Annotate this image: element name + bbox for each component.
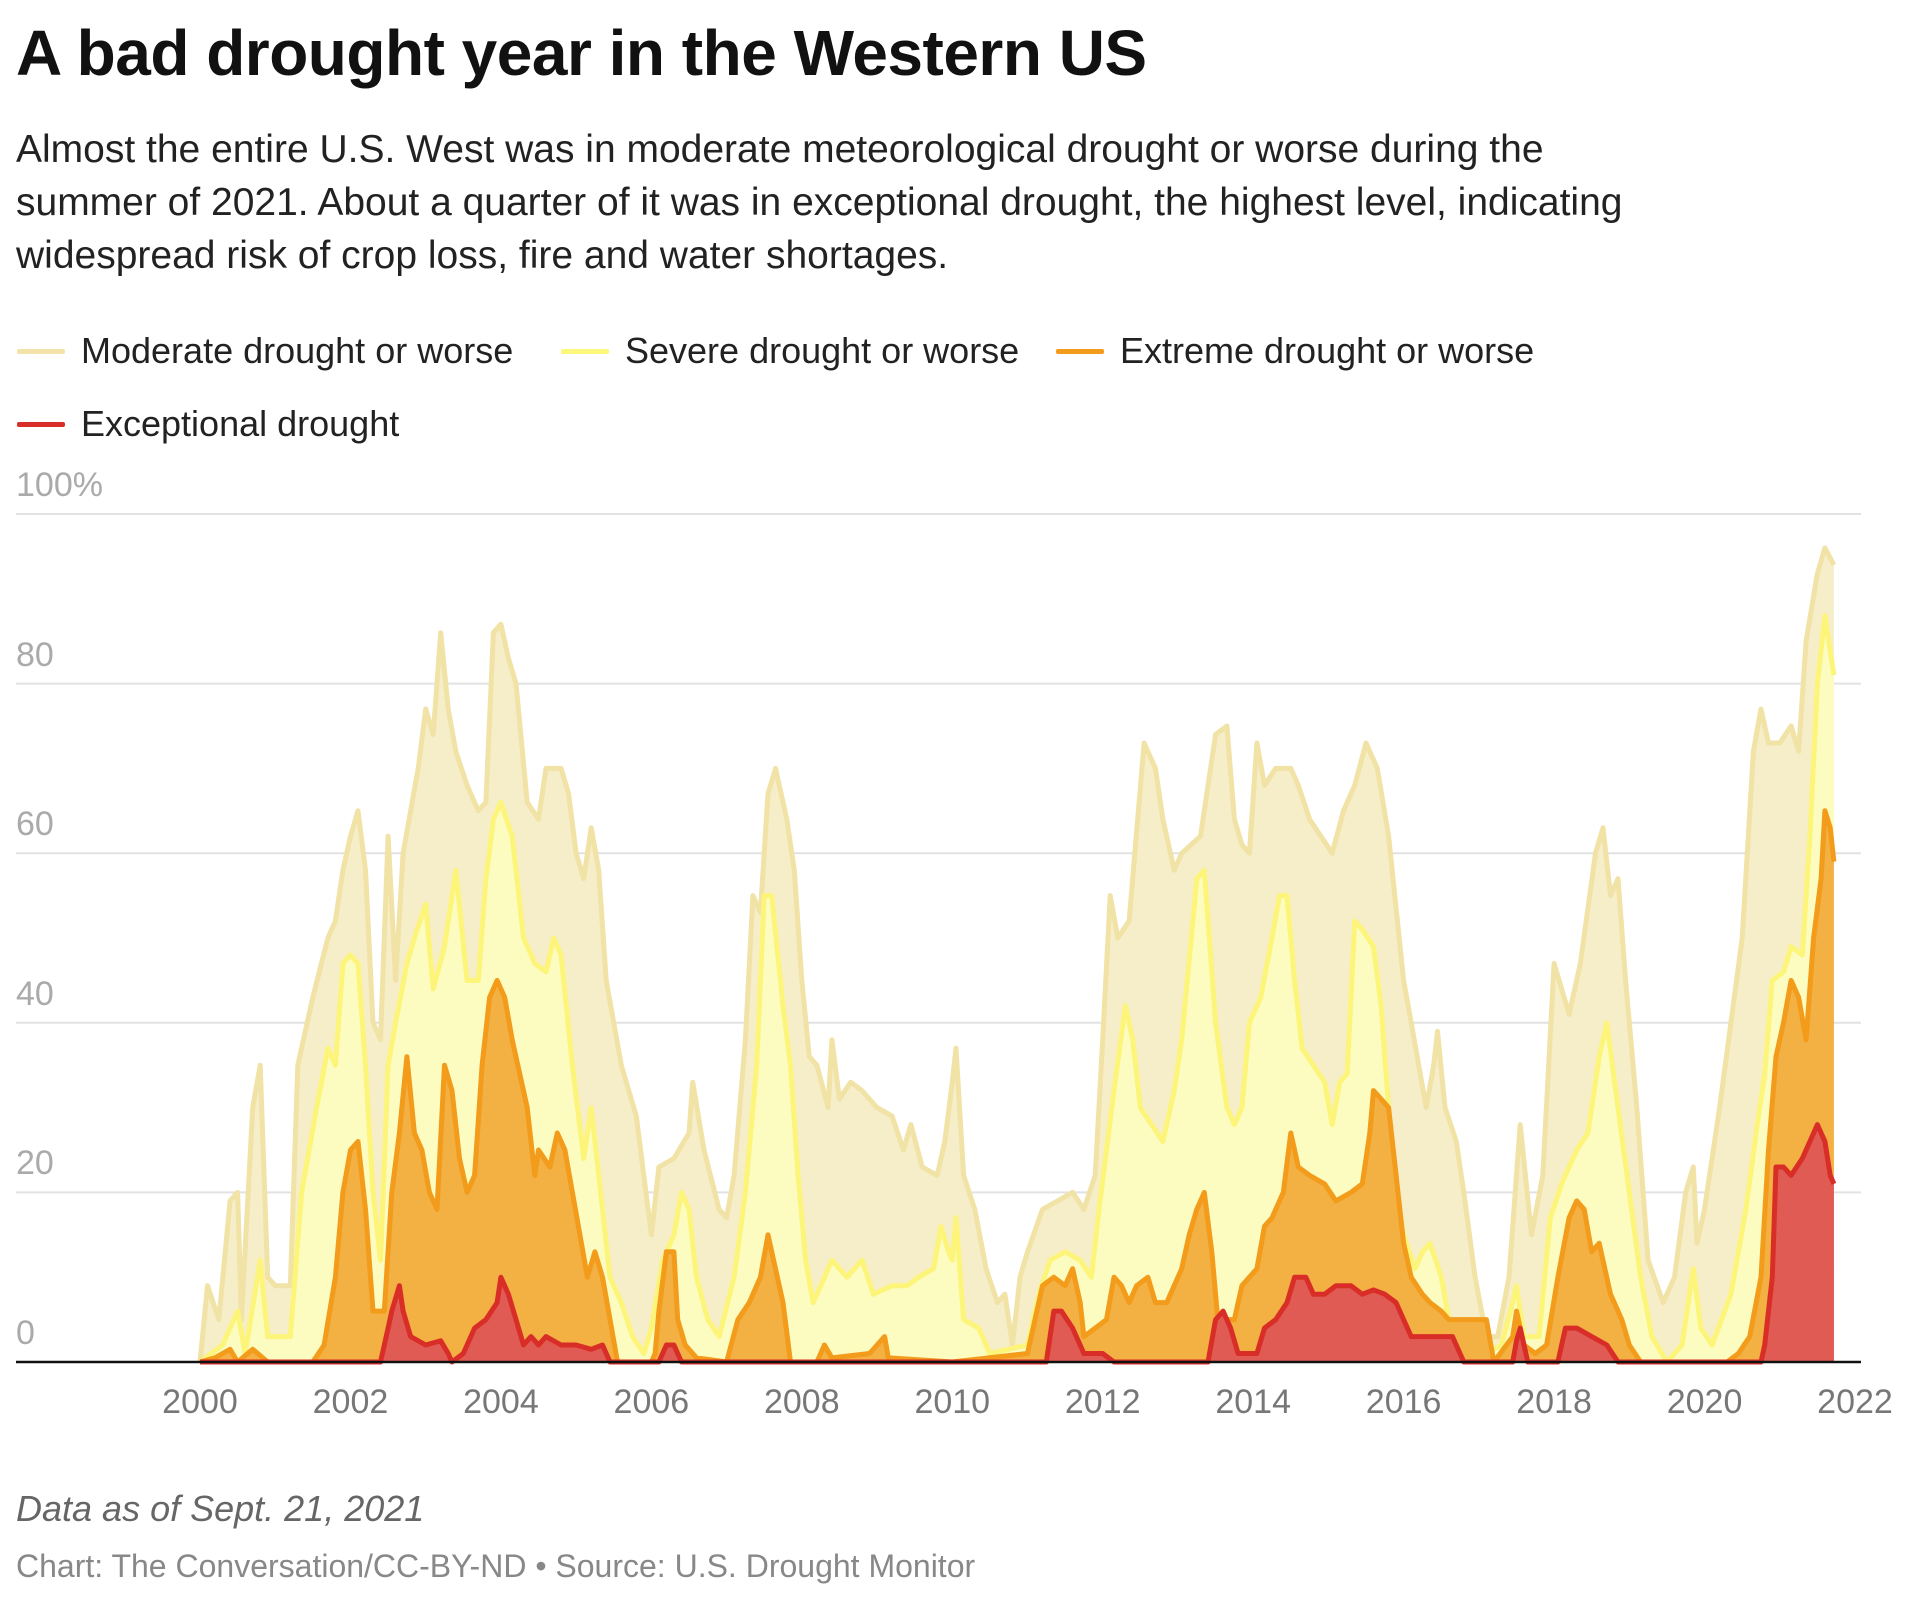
- legend-swatch-extreme: [1056, 348, 1104, 354]
- y-tick-label: 40: [16, 974, 54, 1013]
- data-date-note: Data as of Sept. 21, 2021: [16, 1488, 425, 1529]
- x-tick-label: 2012: [1064, 1383, 1141, 1421]
- y-tick-label: 0: [16, 1314, 35, 1352]
- legend-item-extreme: Extreme drought or worse: [1056, 330, 1534, 372]
- line-exceptional: [200, 1122, 1837, 1365]
- legend-item-exceptional: Exceptional drought: [17, 403, 399, 445]
- x-tick-label: 2010: [914, 1383, 991, 1421]
- line-extreme: [199, 808, 1837, 1365]
- x-tick-label: 2006: [613, 1383, 690, 1421]
- legend-label: Moderate drought or worse: [81, 330, 514, 371]
- y-tick-label: 100%: [16, 466, 103, 504]
- x-tick-label: 2022: [1817, 1383, 1893, 1421]
- legend-label: Exceptional drought: [81, 403, 400, 444]
- x-tick-label: 2004: [463, 1383, 539, 1421]
- legend-swatch-moderate: [17, 348, 65, 354]
- x-tick-label: 2014: [1215, 1383, 1291, 1421]
- x-tick-label: 2018: [1516, 1383, 1592, 1421]
- x-tick-label: 2000: [162, 1383, 238, 1421]
- subtitle-line-1: Almost the entire U.S. West was in moder…: [16, 128, 1544, 171]
- y-tick-label: 80: [16, 635, 54, 674]
- legend-item-severe: Severe drought or worse: [561, 330, 1019, 372]
- x-tick-label: 2008: [763, 1383, 840, 1421]
- y-tick-label: 60: [16, 805, 54, 844]
- legend-label: Severe drought or worse: [625, 330, 1020, 371]
- subtitle-line-3: widespread risk of crop loss, fire and w…: [16, 234, 949, 277]
- legend-item-moderate: Moderate drought or worse: [17, 330, 513, 372]
- area-extreme: [200, 810, 1834, 1362]
- x-tick-label: 2016: [1365, 1383, 1442, 1421]
- legend-label: Extreme drought or worse: [1120, 330, 1535, 371]
- x-tick-label: 2020: [1666, 1383, 1743, 1421]
- legend-swatch-severe: [561, 348, 609, 354]
- chart-title: A bad drought year in the Western US: [16, 17, 1147, 89]
- source-credit: Chart: The Conversation/CC-BY-ND • Sourc…: [16, 1548, 976, 1584]
- x-tick-label: 2002: [312, 1383, 389, 1421]
- legend-swatch-exceptional: [17, 421, 65, 427]
- area-moderate: [200, 547, 1834, 1362]
- line-moderate: [197, 545, 1837, 1363]
- y-tick-label: 20: [16, 1144, 54, 1183]
- subtitle-line-2: summer of 2021. About a quarter of it wa…: [16, 181, 1623, 224]
